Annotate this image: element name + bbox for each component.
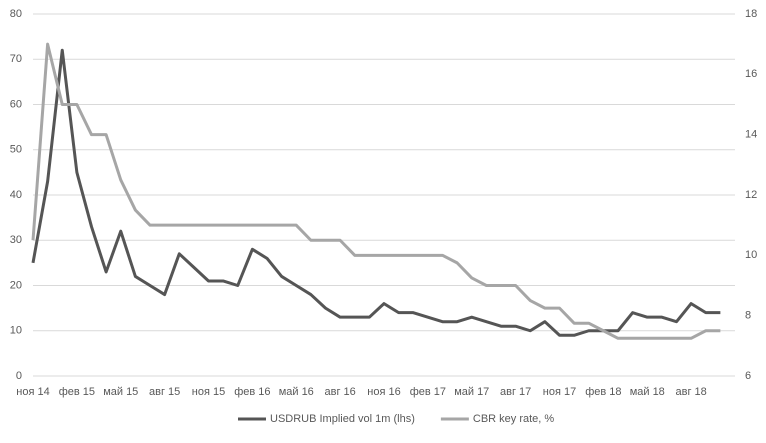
y-tick-label: 50 (10, 144, 22, 156)
x-tick-label: авг 15 (149, 386, 180, 398)
y2-tick-label: 10 (745, 249, 757, 261)
x-tick-label: авг 16 (324, 386, 355, 398)
x-tick-label: май 18 (630, 386, 665, 398)
y-tick-label: 40 (10, 189, 22, 201)
x-tick-label: май 15 (103, 386, 138, 398)
x-tick-label: ноя 16 (367, 386, 400, 398)
y-tick-label: 10 (10, 325, 22, 337)
x-tick-label: май 17 (454, 386, 489, 398)
y-tick-label: 30 (10, 234, 22, 246)
y2-tick-label: 12 (745, 189, 757, 201)
x-tick-label: авг 17 (500, 386, 531, 398)
x-tick-label: ноя 15 (192, 386, 225, 398)
x-tick-label: фев 18 (585, 386, 621, 398)
x-tick-label: фев 17 (410, 386, 446, 398)
x-tick-label: фев 16 (234, 386, 270, 398)
y-tick-label: 0 (16, 370, 22, 382)
y-tick-label: 20 (10, 279, 22, 291)
y-tick-label: 70 (10, 53, 22, 65)
legend-label: USDRUB Implied vol 1m (lhs) (270, 413, 415, 425)
x-tick-label: ноя 14 (16, 386, 49, 398)
series-line (31, 42, 721, 340)
x-tick-label: ноя 17 (543, 386, 576, 398)
y2-tick-label: 6 (745, 370, 751, 382)
x-tick-label: май 16 (279, 386, 314, 398)
x-tick-label: авг 18 (675, 386, 706, 398)
y2-tick-label: 16 (745, 68, 757, 80)
x-tick-label: фев 15 (59, 386, 95, 398)
series-line (31, 48, 721, 337)
legend-label: CBR key rate, % (473, 413, 555, 425)
y2-tick-label: 18 (745, 8, 757, 20)
y2-tick-label: 14 (745, 129, 757, 141)
y2-tick-label: 8 (745, 310, 751, 322)
y-tick-label: 60 (10, 98, 22, 110)
y-tick-label: 80 (10, 8, 22, 20)
